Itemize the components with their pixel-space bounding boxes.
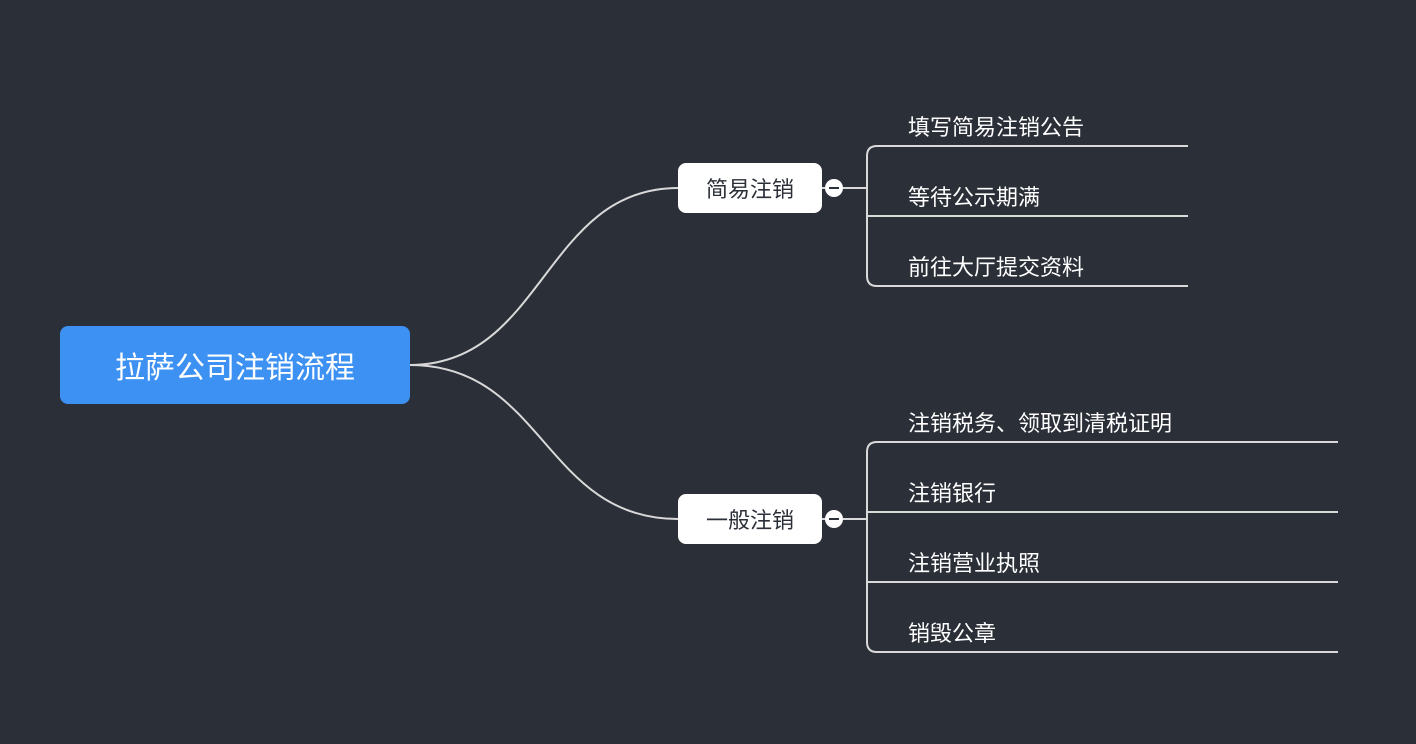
leaf-simple-1[interactable]: 等待公示期满: [908, 176, 1040, 216]
minus-icon: [829, 187, 839, 189]
connector-root-to-normal: [410, 365, 678, 519]
bracket-bottom-normal: [867, 519, 908, 652]
bracket-bottom-simple: [867, 188, 908, 286]
leaf-normal-2[interactable]: 注销营业执照: [908, 542, 1040, 582]
leaf-normal-0[interactable]: 注销税务、领取到清税证明: [908, 402, 1172, 442]
subnode-simple[interactable]: 简易注销: [678, 163, 822, 213]
leaf-simple-0[interactable]: 填写简易注销公告: [908, 106, 1084, 146]
collapse-button-normal[interactable]: [825, 510, 843, 528]
connector-root-to-simple: [410, 188, 678, 365]
bracket-top-normal: [867, 442, 908, 519]
mindmap-canvas: 拉萨公司注销流程简易注销填写简易注销公告等待公示期满前往大厅提交资料一般注销注销…: [0, 0, 1416, 744]
root-node[interactable]: 拉萨公司注销流程: [60, 326, 410, 404]
bracket-top-simple: [867, 146, 908, 188]
leaf-normal-1[interactable]: 注销银行: [908, 472, 996, 512]
minus-icon: [829, 518, 839, 520]
leaf-simple-2[interactable]: 前往大厅提交资料: [908, 246, 1084, 286]
leaf-normal-3[interactable]: 销毁公章: [908, 612, 996, 652]
subnode-normal[interactable]: 一般注销: [678, 494, 822, 544]
collapse-button-simple[interactable]: [825, 179, 843, 197]
